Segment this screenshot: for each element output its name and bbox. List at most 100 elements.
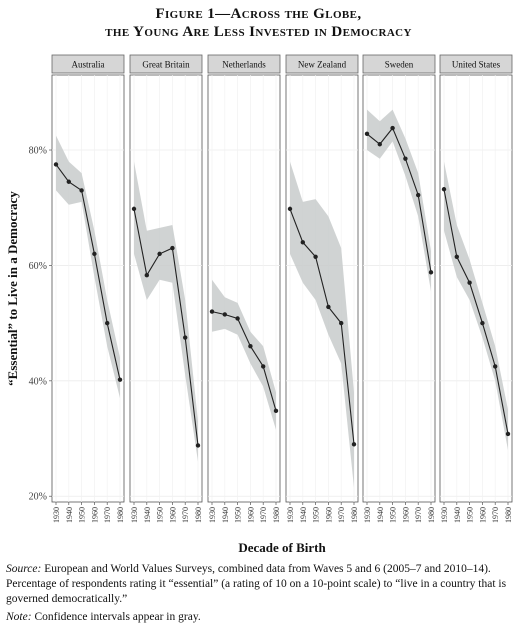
series-line [366,127,432,273]
data-point [170,245,175,251]
figure-title-line-2: the Young Are Less Invested in Democracy [105,24,412,40]
confidence-band [444,161,508,451]
panel-strip-label: Sweden [385,60,414,70]
x-tick-label: 1940 [143,507,152,523]
panel-united-states: United States 1930 1940 1950 1960 1970 1980 [439,54,513,523]
data-point [467,280,472,285]
x-tick-label: 1980 [194,507,203,523]
panel-netherlands: Netherlands 1930 1940 1950 1960 1970 1980 [207,54,281,523]
panel-strip-label: Great Britain [142,60,190,70]
x-tick-label: 1950 [156,507,165,523]
data-point [261,364,266,369]
data-point [493,364,498,369]
data-point [326,304,331,310]
data-point [416,192,421,198]
data-point [92,251,97,257]
y-tick-label: 80% [29,146,47,157]
confidence-band [134,161,198,462]
x-tick-label: 1940 [221,507,230,523]
x-tick-label: 1970 [414,507,423,523]
x-tick-label: 1950 [312,507,321,523]
x-tick-label: 1970 [491,507,500,523]
y-tick-label: 40% [29,376,47,387]
x-tick-label: 1960 [478,507,487,523]
x-tick-label: 1960 [401,507,410,523]
x-tick-label: 1940 [299,507,308,523]
panel-great-britain: Great Britain 1930 1940 1950 1960 1970 1980 [129,54,203,523]
x-tick-label: 1930 [363,507,372,523]
panel-sweden: Sweden 1930 1940 1950 1960 1970 1980 [362,54,436,523]
x-tick-label: 1960 [168,507,177,523]
x-tick-label: 1950 [466,507,475,523]
x-tick-label: 1930 [286,507,295,523]
x-tick-label: 1960 [246,507,255,523]
x-tick-label: 1970 [103,507,112,523]
panel-strip-label: New Zealand [298,60,347,70]
panel-strip [362,54,436,74]
data-point [248,344,253,349]
panel-strip [51,54,125,74]
data-point [144,273,149,278]
data-point [339,320,344,326]
panel-plot-area [129,74,203,503]
x-tick-label: 1980 [504,507,513,523]
x-tick-label: 1980 [350,507,359,523]
series-line [443,189,509,435]
x-tick-label: 1970 [259,507,268,523]
data-point [287,206,293,212]
data-point [480,320,485,326]
data-point [364,131,370,137]
panel-strip-label: United States [452,60,501,70]
source-text: European and World Values Surveys, combi… [6,563,507,605]
panel-new-zealand: New Zealand 1930 1940 1950 1960 1970 1980 [285,54,359,523]
data-point [131,206,137,212]
note-caption: Note: Confidence intervals appear in gra… [6,610,514,625]
confidence-band [367,109,431,292]
x-tick-label: 1930 [52,507,61,523]
x-tick-label: 1940 [376,507,385,523]
panel-strip [207,54,281,74]
x-tick-label: 1950 [389,507,398,523]
source-label: Source: [6,563,42,575]
data-point [105,320,110,326]
data-point [209,309,215,314]
note-text: Confidence intervals appear in gray. [31,611,201,623]
confidence-band [212,279,276,430]
data-point [377,142,382,147]
panel-plot-area [207,74,281,503]
panel-australia: Australia 1930 1940 1950 1960 1970 1980 [51,54,125,523]
source-caption: Source: European and World Values Survey… [6,562,514,607]
data-point [428,270,434,275]
x-tick-label: 1950 [78,507,87,523]
x-tick-label: 1970 [181,507,190,523]
data-point [441,187,447,192]
data-point [157,251,162,257]
x-tick-label: 1940 [453,507,462,523]
x-tick-label: 1930 [440,507,449,523]
y-tick-label: 60% [29,261,47,272]
x-tick-label: 1980 [427,507,436,523]
data-point [222,312,227,317]
data-point [300,240,305,245]
panel-strip [285,54,359,74]
data-point [66,179,72,184]
data-point [53,162,59,167]
data-point [117,377,123,382]
data-point [183,335,188,340]
confidence-band [290,161,354,488]
panel-strip [129,54,203,74]
x-tick-label: 1980 [116,507,125,523]
data-point [79,188,84,193]
x-axis-title: Decade of Birth [238,540,326,555]
x-tick-label: 1930 [130,507,139,523]
x-tick-label: 1970 [337,507,346,523]
confidence-band [56,135,120,399]
panel-plot-area [51,74,125,503]
data-point [403,156,408,161]
panel-strip-label: Australia [72,60,105,70]
x-tick-label: 1950 [234,507,243,523]
data-point [505,431,511,437]
data-point [235,316,240,321]
series-line [133,208,199,446]
x-tick-label: 1960 [90,507,99,523]
